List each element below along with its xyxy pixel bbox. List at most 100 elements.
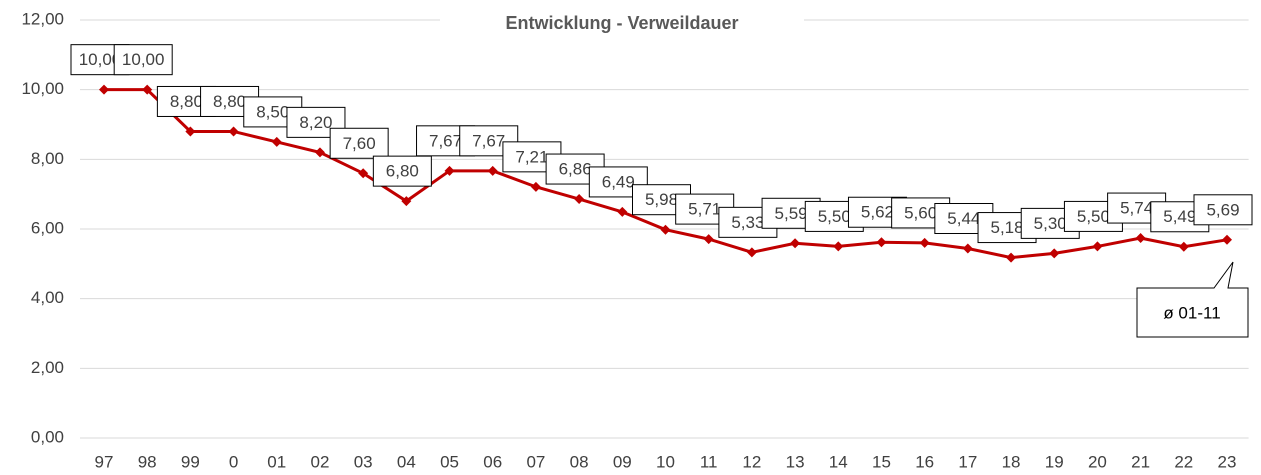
- data-label: 5,69: [1206, 200, 1239, 219]
- data-label: 8,50: [256, 102, 289, 121]
- marker: [919, 237, 930, 248]
- x-tick-label: 04: [397, 452, 416, 471]
- data-label: 5,49: [1163, 207, 1196, 226]
- title-background: [440, 8, 804, 38]
- y-tick-label: 2,00: [31, 358, 64, 377]
- marker: [142, 84, 153, 95]
- marker: [660, 224, 671, 235]
- data-label-box: [459, 125, 519, 157]
- y-tick-label: 8,00: [31, 149, 64, 168]
- x-tick-label: 22: [1174, 452, 1193, 471]
- data-label: 5,59: [775, 204, 808, 223]
- data-label-box: [113, 44, 173, 76]
- marker: [185, 126, 196, 137]
- data-label: 5,98: [645, 190, 678, 209]
- x-tick-label: 21: [1131, 452, 1150, 471]
- data-label: 5,62: [861, 203, 894, 222]
- marker: [876, 237, 887, 248]
- data-label: 5,18: [990, 218, 1023, 237]
- x-tick-label: 13: [786, 452, 805, 471]
- y-tick-label: 6,00: [31, 218, 64, 237]
- x-tick-label: 03: [354, 452, 373, 471]
- marker: [314, 147, 325, 158]
- marker: [271, 136, 282, 147]
- x-tick-label: 18: [1002, 452, 1021, 471]
- x-tick-label: 17: [958, 452, 977, 471]
- marker: [1135, 233, 1146, 244]
- data-label: 5,74: [1120, 199, 1153, 218]
- annotation: ø 01-11: [1163, 303, 1220, 322]
- callout: [1136, 261, 1249, 338]
- data-label: 8,20: [299, 113, 332, 132]
- x-tick-label: 09: [613, 452, 632, 471]
- x-tick-label: 97: [95, 452, 114, 471]
- data-label: 8,80: [170, 92, 203, 111]
- data-label-box: [372, 155, 432, 187]
- x-tick-label: 20: [1088, 452, 1107, 471]
- data-label-box: [1193, 194, 1253, 226]
- data-label-box: [329, 127, 389, 159]
- chart-title: Entwicklung - Verweildauer: [505, 13, 738, 33]
- data-label: 5,60: [904, 203, 937, 222]
- x-tick-label: 12: [742, 452, 761, 471]
- x-tick-label: 11: [700, 452, 718, 471]
- marker: [444, 165, 455, 176]
- marker: [962, 243, 973, 254]
- data-label: 10,00: [79, 50, 122, 69]
- y-tick-label: 12,00: [21, 9, 64, 28]
- marker: [833, 241, 844, 252]
- x-tick-label: 05: [440, 452, 459, 471]
- marker: [703, 234, 714, 245]
- data-label: 8,80: [213, 92, 246, 111]
- marker: [617, 206, 628, 217]
- x-tick-label: 14: [829, 452, 848, 471]
- data-label: 7,67: [472, 131, 505, 150]
- data-label: 7,67: [429, 131, 462, 150]
- marker: [530, 181, 541, 192]
- x-tick-label: 19: [1045, 452, 1064, 471]
- y-tick-label: 4,00: [31, 288, 64, 307]
- x-tick-label: 16: [915, 452, 934, 471]
- data-label: 5,44: [947, 209, 980, 228]
- y-tick-label: 0,00: [31, 427, 64, 446]
- marker: [1178, 241, 1189, 252]
- data-label: 6,86: [559, 160, 592, 179]
- y-tick-label: 10,00: [21, 79, 64, 98]
- marker: [487, 165, 498, 176]
- x-tick-label: 0: [229, 452, 238, 471]
- data-label: 5,50: [818, 207, 851, 226]
- marker: [228, 126, 239, 137]
- data-label: 5,33: [731, 213, 764, 232]
- grid: 0,00 2,00 4,00 6,00 8,00 10,00 12,00 97 98 99 0 01 0…: [21, 9, 1249, 471]
- x-tick-label: 07: [526, 452, 545, 471]
- marker: [98, 84, 109, 95]
- marker: [1222, 234, 1233, 245]
- marker: [574, 194, 585, 205]
- marker: [746, 247, 757, 258]
- x-tick-label: 08: [570, 452, 589, 471]
- x-tick-label: 15: [872, 452, 891, 471]
- data-label: 5,50: [1077, 207, 1110, 226]
- x-tick-label: 01: [267, 452, 286, 471]
- marker: [1006, 252, 1017, 263]
- marker: [790, 238, 801, 249]
- data-label: 10,00: [122, 50, 165, 69]
- data-label: 7,21: [515, 147, 548, 166]
- x-tick-label: 23: [1218, 452, 1237, 471]
- marks: 10,00 10,00 8,80 8,80 8,50 8,20 7,60 6,80 7,67 7,…: [70, 44, 1253, 263]
- data-label: 7,60: [343, 134, 376, 153]
- x-tick-label: 98: [138, 452, 157, 471]
- x-tick-label: 10: [656, 452, 675, 471]
- data-label: 5,71: [688, 200, 721, 219]
- data-label: 5,30: [1034, 214, 1067, 233]
- marker: [358, 168, 369, 179]
- data-label: 6,49: [602, 172, 635, 191]
- data-label: 6,80: [386, 162, 419, 181]
- x-tick-label: 99: [181, 452, 200, 471]
- x-tick-label: 02: [310, 452, 329, 471]
- x-tick-label: 06: [483, 452, 502, 471]
- marker: [1092, 241, 1103, 252]
- marker: [401, 196, 412, 207]
- marker: [1049, 248, 1060, 259]
